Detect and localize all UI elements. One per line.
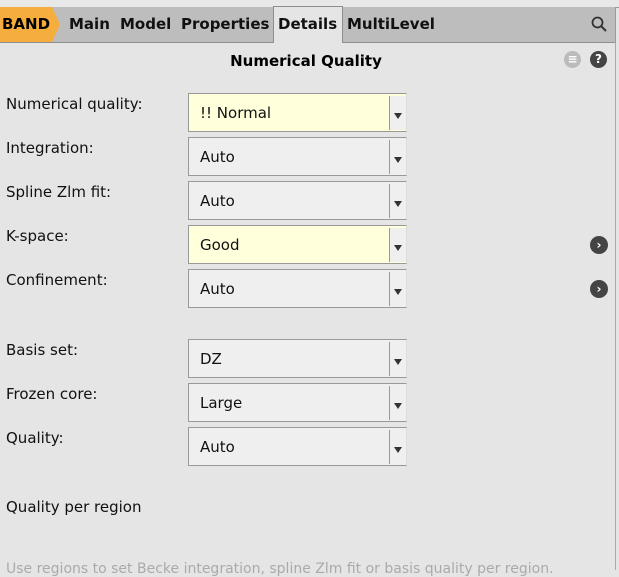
menu-icon[interactable]: ≡ — [564, 51, 581, 68]
field-select[interactable]: DZ — [188, 339, 407, 378]
field-select[interactable]: Good — [188, 225, 407, 264]
field-label: Basis set: — [6, 341, 79, 359]
help-icon[interactable]: ? — [590, 51, 607, 68]
search-icon[interactable] — [591, 16, 607, 32]
field-label: K-space: — [6, 227, 69, 245]
chevron-right-icon[interactable]: › — [590, 236, 608, 254]
select-value: Auto — [200, 438, 235, 456]
field-select[interactable]: Large — [188, 383, 407, 422]
tab-details[interactable]: Details — [273, 6, 343, 43]
select-value: Auto — [200, 148, 235, 166]
select-value: Good — [200, 236, 240, 254]
chevron-down-icon[interactable] — [389, 272, 406, 306]
tab-properties[interactable]: Properties — [181, 15, 270, 33]
select-value: DZ — [200, 350, 222, 368]
field-select[interactable]: Auto — [188, 427, 407, 466]
field-select[interactable]: Auto — [188, 181, 407, 220]
field-label: Spline Zlm fit: — [6, 183, 112, 201]
brand-tab[interactable]: BAND — [0, 7, 60, 42]
select-value: Auto — [200, 192, 235, 210]
select-value: !! Normal — [200, 104, 272, 122]
field-select[interactable]: Auto — [188, 269, 407, 308]
chevron-down-icon[interactable] — [389, 184, 406, 218]
select-value: Large — [200, 394, 243, 412]
tab-model[interactable]: Model — [120, 15, 172, 33]
chevron-down-icon[interactable] — [389, 386, 406, 420]
chevron-down-icon[interactable] — [389, 96, 406, 130]
select-value: Auto — [200, 280, 235, 298]
field-select[interactable]: !! Normal — [188, 93, 407, 132]
section-title: Quality per region — [6, 498, 142, 516]
tab-multilevel[interactable]: MultiLevel — [347, 15, 435, 33]
field-label: Numerical quality: — [6, 95, 143, 113]
field-label: Quality: — [6, 429, 64, 447]
chevron-down-icon[interactable] — [389, 430, 406, 464]
field-label: Confinement: — [6, 271, 108, 289]
chevron-right-icon[interactable]: › — [590, 280, 608, 298]
field-select[interactable]: Auto — [188, 137, 407, 176]
section-hint: Use regions to set Becke integration, sp… — [6, 561, 554, 577]
chevron-down-icon[interactable] — [389, 140, 406, 174]
right-border — [615, 42, 616, 570]
tab-main[interactable]: Main — [69, 15, 110, 33]
chevron-down-icon[interactable] — [389, 228, 406, 262]
field-label: Frozen core: — [6, 385, 98, 403]
tab-bar: BAND Main Model Properties Details Multi… — [0, 6, 616, 43]
field-label: Integration: — [6, 139, 94, 157]
panel-title: Numerical Quality — [230, 52, 382, 70]
chevron-down-icon[interactable] — [389, 342, 406, 376]
